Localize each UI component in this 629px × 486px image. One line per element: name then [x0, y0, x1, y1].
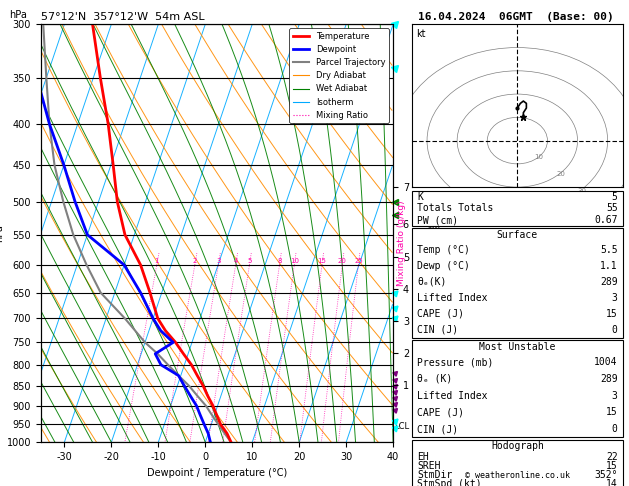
Text: θₑ(K): θₑ(K)	[417, 277, 447, 287]
Text: PW (cm): PW (cm)	[417, 215, 458, 225]
Text: 14: 14	[606, 479, 618, 486]
Legend: Temperature, Dewpoint, Parcel Trajectory, Dry Adiabat, Wet Adiabat, Isotherm, Mi: Temperature, Dewpoint, Parcel Trajectory…	[289, 29, 389, 123]
Text: Pressure (mb): Pressure (mb)	[417, 357, 493, 367]
Text: Hodograph: Hodograph	[491, 441, 544, 451]
Text: 3: 3	[612, 391, 618, 400]
Text: 0: 0	[612, 325, 618, 335]
Text: 15: 15	[606, 309, 618, 319]
Text: EH: EH	[417, 452, 429, 462]
Text: 20: 20	[338, 259, 347, 264]
Text: CAPE (J): CAPE (J)	[417, 407, 464, 417]
Text: Lifted Index: Lifted Index	[417, 391, 487, 400]
Text: 10: 10	[290, 259, 299, 264]
Text: 1: 1	[155, 259, 159, 264]
Text: 55: 55	[606, 204, 618, 213]
Text: SREH: SREH	[417, 461, 440, 471]
Text: © weatheronline.co.uk: © weatheronline.co.uk	[465, 471, 570, 480]
Text: 5: 5	[612, 192, 618, 202]
Text: 0: 0	[612, 424, 618, 434]
Text: CIN (J): CIN (J)	[417, 325, 458, 335]
Text: 352°: 352°	[594, 470, 618, 480]
Text: 289: 289	[600, 374, 618, 384]
Text: Totals Totals: Totals Totals	[417, 204, 493, 213]
Text: CAPE (J): CAPE (J)	[417, 309, 464, 319]
Text: 5.5: 5.5	[600, 245, 618, 255]
Bar	[412, 191, 623, 226]
Text: Surface: Surface	[497, 230, 538, 240]
Text: 4: 4	[233, 259, 238, 264]
Text: 10: 10	[535, 155, 543, 160]
Text: 5: 5	[247, 259, 252, 264]
Text: Dewp (°C): Dewp (°C)	[417, 261, 470, 271]
Text: StmDir: StmDir	[417, 470, 452, 480]
Text: Most Unstable: Most Unstable	[479, 342, 555, 352]
Text: 57°12'N  357°12'W  54m ASL: 57°12'N 357°12'W 54m ASL	[41, 12, 204, 22]
Text: 25: 25	[354, 259, 363, 264]
Text: 289: 289	[600, 277, 618, 287]
Text: 1004: 1004	[594, 357, 618, 367]
Text: Mixing Ratio (g/kg): Mixing Ratio (g/kg)	[397, 200, 406, 286]
Text: kt: kt	[416, 29, 426, 39]
Text: Temp (°C): Temp (°C)	[417, 245, 470, 255]
Text: LCL: LCL	[394, 422, 409, 431]
Text: 3: 3	[612, 293, 618, 303]
Text: 16.04.2024  06GMT  (Base: 00): 16.04.2024 06GMT (Base: 00)	[418, 12, 614, 22]
Text: 3: 3	[216, 259, 221, 264]
Text: 0.67: 0.67	[594, 215, 618, 225]
Text: θₑ (K): θₑ (K)	[417, 374, 452, 384]
Text: K: K	[417, 192, 423, 202]
Text: hPa: hPa	[9, 10, 27, 20]
Bar	[412, 340, 623, 437]
Text: 22: 22	[606, 452, 618, 462]
Bar	[412, 440, 623, 486]
Y-axis label: km
ASL: km ASL	[426, 224, 442, 243]
Text: StmSpd (kt): StmSpd (kt)	[417, 479, 482, 486]
Text: 20: 20	[556, 171, 565, 177]
Text: 2: 2	[192, 259, 197, 264]
Text: 15: 15	[606, 461, 618, 471]
Text: Lifted Index: Lifted Index	[417, 293, 487, 303]
Y-axis label: hPa: hPa	[0, 225, 4, 242]
Text: CIN (J): CIN (J)	[417, 424, 458, 434]
Text: 1.1: 1.1	[600, 261, 618, 271]
Text: 8: 8	[277, 259, 282, 264]
Text: 30: 30	[578, 188, 587, 194]
X-axis label: Dewpoint / Temperature (°C): Dewpoint / Temperature (°C)	[147, 468, 287, 478]
Text: 15: 15	[318, 259, 326, 264]
Text: 15: 15	[606, 407, 618, 417]
Bar	[412, 228, 623, 338]
